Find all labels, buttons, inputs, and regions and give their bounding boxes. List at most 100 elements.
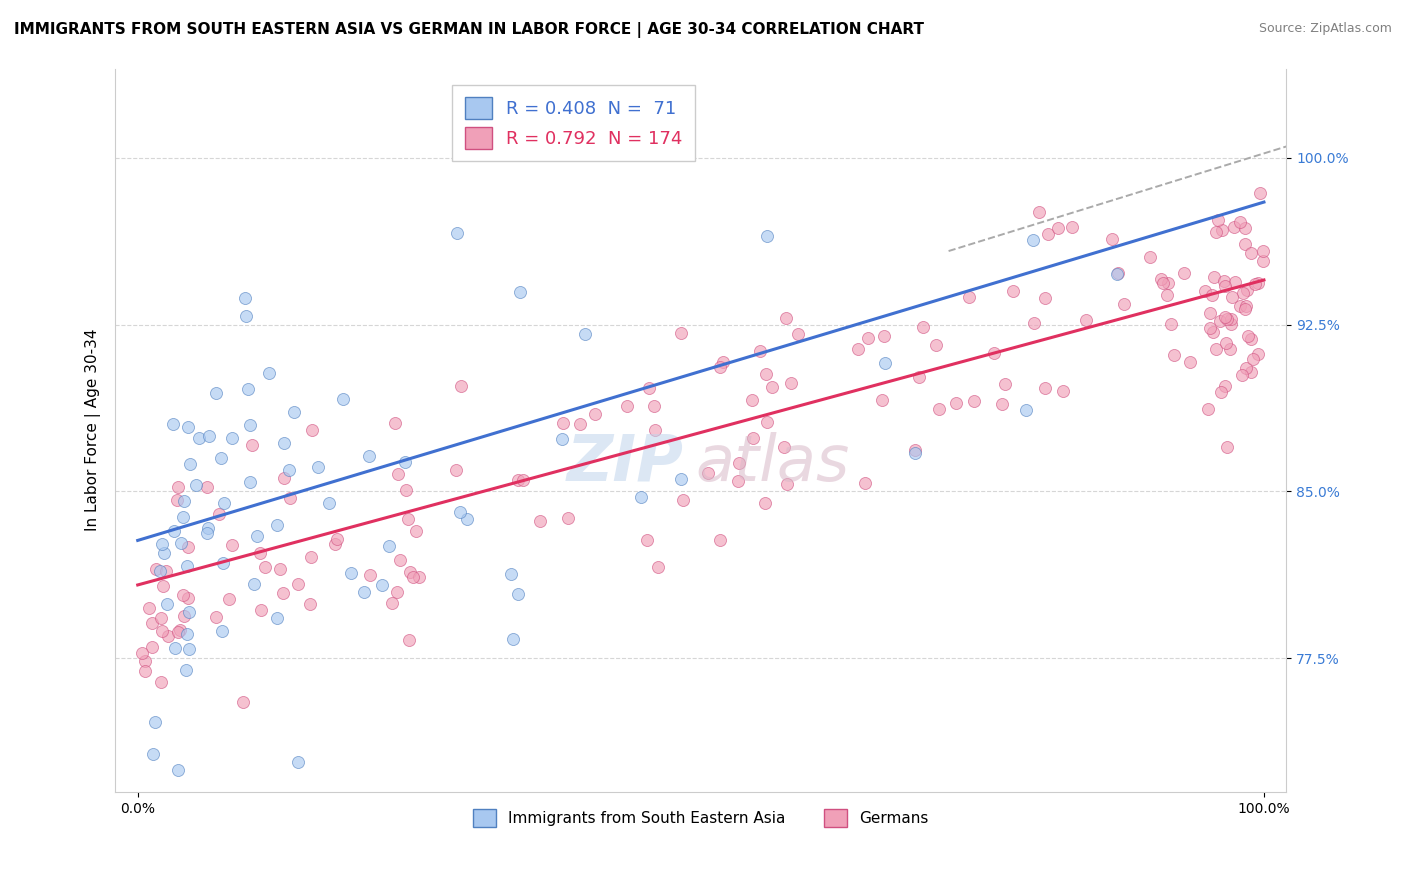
- Point: [1230, 368, 1253, 382]
- Point: [1150, 272, 1173, 286]
- Point: [165, 640, 187, 655]
- Point: [253, 560, 276, 574]
- Point: [239, 417, 262, 432]
- Point: [150, 624, 173, 638]
- Point: [1201, 325, 1223, 339]
- Point: [761, 379, 783, 393]
- Point: [853, 476, 876, 491]
- Point: [287, 755, 309, 769]
- Point: [381, 596, 404, 610]
- Point: [672, 493, 695, 508]
- Point: [186, 478, 208, 492]
- Point: [1241, 351, 1264, 366]
- Point: [754, 495, 776, 509]
- Point: [1033, 291, 1056, 305]
- Point: [385, 585, 408, 599]
- Point: [509, 285, 531, 300]
- Point: [911, 320, 934, 334]
- Text: ZIP: ZIP: [567, 432, 683, 494]
- Point: [167, 480, 190, 494]
- Point: [177, 605, 200, 619]
- Point: [138, 601, 160, 615]
- Point: [195, 480, 218, 494]
- Point: [908, 370, 931, 384]
- Point: [156, 628, 179, 642]
- Point: [394, 483, 416, 497]
- Point: [856, 330, 879, 344]
- Point: [928, 402, 950, 417]
- Point: [501, 566, 523, 581]
- Point: [1211, 223, 1233, 237]
- Point: [218, 592, 240, 607]
- Point: [1213, 279, 1236, 293]
- Point: [1240, 332, 1263, 346]
- Point: [250, 603, 273, 617]
- Point: [134, 654, 156, 668]
- Point: [177, 641, 200, 656]
- Y-axis label: In Labor Force | Age 30-34: In Labor Force | Age 30-34: [86, 329, 101, 532]
- Point: [249, 546, 271, 560]
- Point: [1024, 317, 1046, 331]
- Point: [1015, 403, 1038, 417]
- Point: [162, 417, 184, 431]
- Point: [359, 567, 381, 582]
- Point: [179, 457, 201, 471]
- Point: [156, 597, 179, 611]
- Point: [1201, 288, 1223, 302]
- Point: [402, 570, 425, 584]
- Point: [1232, 286, 1254, 301]
- Point: [697, 467, 720, 481]
- Point: [198, 428, 221, 442]
- Point: [1052, 384, 1074, 399]
- Point: [904, 443, 927, 458]
- Point: [1220, 311, 1243, 326]
- Point: [131, 646, 153, 660]
- Point: [152, 579, 174, 593]
- Point: [326, 532, 349, 546]
- Point: [456, 512, 478, 526]
- Point: [235, 309, 257, 323]
- Text: atlas: atlas: [695, 432, 849, 494]
- Point: [1139, 250, 1161, 264]
- Point: [1216, 440, 1239, 454]
- Point: [221, 538, 243, 552]
- Point: [569, 417, 592, 431]
- Point: [506, 474, 529, 488]
- Point: [1205, 225, 1227, 239]
- Point: [1062, 219, 1084, 234]
- Point: [371, 578, 394, 592]
- Point: [387, 467, 409, 482]
- Point: [167, 763, 190, 777]
- Point: [963, 393, 986, 408]
- Point: [1157, 276, 1180, 290]
- Point: [278, 491, 301, 506]
- Point: [177, 420, 200, 434]
- Point: [787, 326, 810, 341]
- Point: [238, 382, 260, 396]
- Point: [149, 564, 172, 578]
- Point: [205, 609, 228, 624]
- Point: [257, 366, 280, 380]
- Point: [444, 463, 467, 477]
- Point: [1199, 320, 1222, 334]
- Point: [141, 640, 163, 654]
- Point: [1209, 384, 1232, 399]
- Point: [1001, 285, 1024, 299]
- Point: [756, 415, 779, 429]
- Point: [1222, 219, 1244, 234]
- Point: [709, 359, 731, 374]
- Point: [669, 473, 692, 487]
- Point: [557, 511, 579, 525]
- Point: [636, 533, 658, 548]
- Point: [394, 455, 416, 469]
- Point: [408, 570, 430, 584]
- Text: IMMIGRANTS FROM SOUTH EASTERN ASIA VS GERMAN IN LABOR FORCE | AGE 30-34 CORRELAT: IMMIGRANTS FROM SOUTH EASTERN ASIA VS GE…: [14, 22, 924, 38]
- Point: [1160, 318, 1182, 332]
- Point: [142, 747, 165, 761]
- Point: [1197, 401, 1219, 416]
- Point: [904, 446, 927, 460]
- Point: [502, 632, 524, 646]
- Point: [246, 529, 269, 543]
- Point: [741, 392, 763, 407]
- Point: [1114, 297, 1136, 311]
